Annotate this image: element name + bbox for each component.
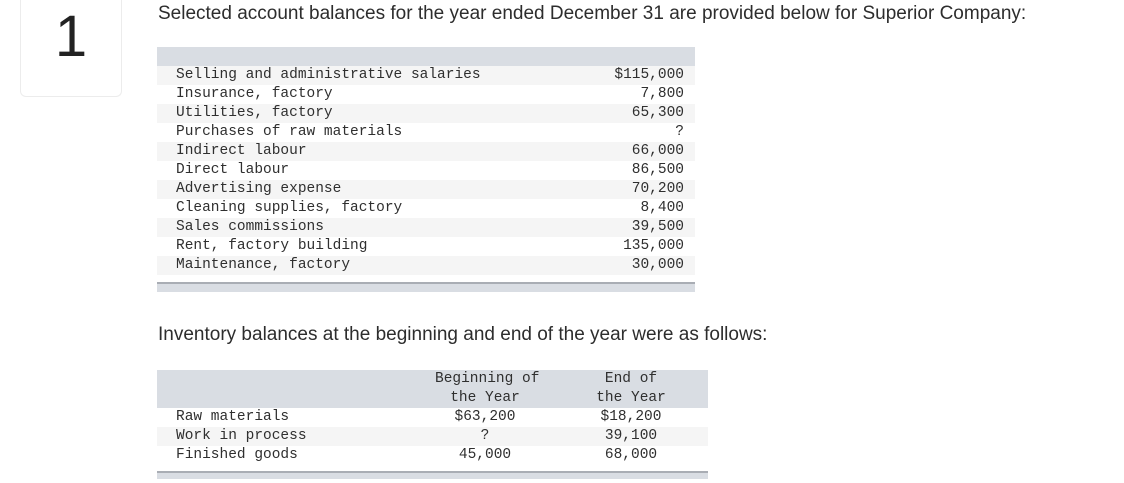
beginning-value: 45,000	[458, 447, 512, 463]
table-row: Indirect labour 66,000	[157, 142, 695, 161]
inventory-table-body: Raw materials $63,200 $18,200 Work in proce…	[157, 408, 708, 465]
end-header-line-2: the Year	[596, 390, 666, 406]
account-label: Sales commissions	[176, 219, 324, 235]
table-row: Cleaning supplies, factory 8,400	[157, 199, 695, 218]
inventory-table-footer	[157, 471, 708, 479]
table-row: Direct labour 86,500	[157, 161, 695, 180]
account-value: $115,000	[614, 67, 684, 83]
account-value: 66,000	[631, 143, 684, 159]
account-label: Purchases of raw materials	[176, 124, 403, 140]
end-header-line-1: End of	[604, 371, 658, 387]
table-body: Selling and administrative salaries $115,…	[157, 66, 695, 275]
inventory-table-header: Beginning of the Year End of the Year	[157, 370, 708, 408]
account-label: Indirect labour	[176, 143, 307, 159]
inventory-intro: Inventory balances at the beginning and …	[158, 324, 768, 345]
table-row: Work in process? 39,100	[157, 427, 708, 446]
account-balances-table: Selling and administrative salaries $115,…	[157, 47, 695, 292]
account-value: 86,500	[631, 162, 684, 178]
table-footer-bar	[157, 282, 695, 292]
table-row: Insurance, factory 7,800	[157, 85, 695, 104]
account-label: Cleaning supplies, factory	[176, 200, 403, 216]
account-value: 70,200	[631, 181, 684, 197]
account-value: ?	[675, 124, 684, 140]
account-value: 135,000	[623, 238, 684, 254]
table-row: Utilities, factory 65,300	[157, 104, 695, 123]
beginning-value: $63,200	[454, 409, 516, 425]
beginning-value: ?	[480, 428, 490, 444]
table-row: Advertising expense 70,200	[157, 180, 695, 199]
account-label: Utilities, factory	[176, 105, 333, 121]
table-row: Maintenance, factory 30,000	[157, 256, 695, 275]
table-row: Raw materials $63,200 $18,200	[157, 408, 708, 427]
inventory-label: Work in process	[176, 428, 307, 444]
table-header-bar	[157, 47, 695, 66]
account-value: 7,800	[640, 86, 684, 102]
account-label: Rent, factory building	[176, 238, 368, 254]
end-value: 68,000	[604, 447, 658, 463]
question-number-card: 1	[20, 0, 122, 97]
beginning-header-line-2: the Year	[450, 390, 520, 406]
question-intro: Selected account balances for the year e…	[158, 3, 1027, 24]
question-number: 1	[54, 4, 88, 69]
account-label: Direct labour	[176, 162, 290, 178]
beginning-header-line-1: Beginning of	[435, 371, 540, 387]
account-label: Advertising expense	[176, 181, 342, 197]
table-row: Finished goods 45,000 68,000	[157, 446, 708, 465]
inventory-label: Raw materials	[176, 409, 290, 425]
inventory-table: Beginning of the Year End of the Year Ra…	[157, 370, 708, 479]
table-row: Rent, factory building 135,000	[157, 237, 695, 256]
table-row: Selling and administrative salaries $115,…	[157, 66, 695, 85]
account-value: 30,000	[631, 257, 684, 273]
account-label: Insurance, factory	[176, 86, 333, 102]
table-row: Sales commissions 39,500	[157, 218, 695, 237]
inventory-label: Finished goods	[176, 447, 298, 463]
account-label: Selling and administrative salaries	[176, 67, 481, 83]
account-label: Maintenance, factory	[176, 257, 351, 273]
end-value: $18,200	[600, 409, 662, 425]
table-row: Purchases of raw materials?	[157, 123, 695, 142]
account-value: 39,500	[631, 219, 684, 235]
account-value: 65,300	[631, 105, 684, 121]
account-value: 8,400	[640, 200, 684, 216]
end-value: 39,100	[604, 428, 658, 444]
